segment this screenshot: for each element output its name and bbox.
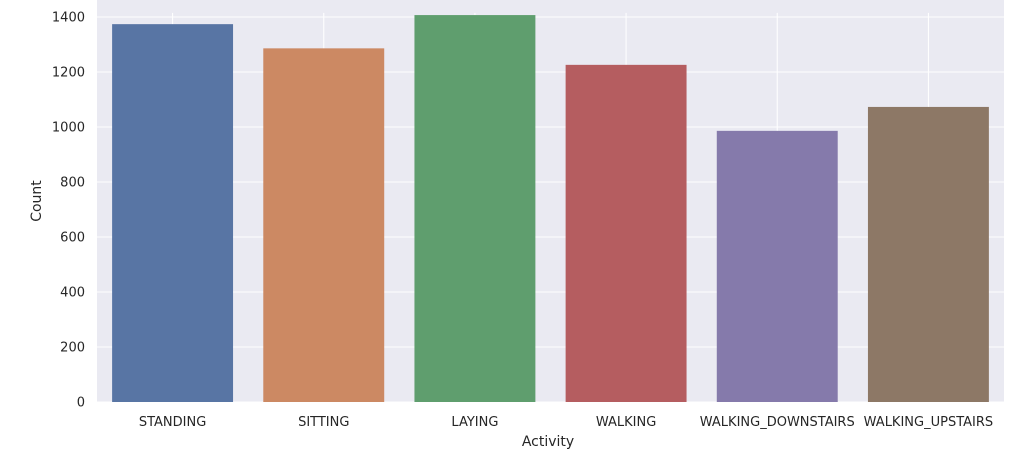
- bar-walking: [565, 64, 687, 402]
- x-tick-label: WALKING_DOWNSTAIRS: [700, 415, 855, 430]
- x-tick-label: WALKING: [596, 415, 656, 430]
- y-axis-label: Count: [29, 180, 45, 222]
- y-tick-label: 1200: [52, 66, 85, 81]
- bars: [112, 15, 989, 403]
- plot-background: [97, 0, 1004, 402]
- x-tick-label: SITTING: [298, 415, 349, 430]
- y-tick-label: 400: [60, 286, 85, 301]
- y-tick-label: 800: [60, 176, 85, 191]
- x-tick-labels: STANDING SITTING LAYING WALKING WALKING_DOWN…: [139, 415, 993, 430]
- y-tick-label: 600: [60, 231, 85, 246]
- y-tick-label: 200: [60, 341, 85, 356]
- x-tick-label: WALKING_UPSTAIRS: [864, 415, 994, 430]
- bar-laying: [414, 15, 536, 402]
- bar-walking-downstairs: [716, 130, 838, 402]
- bar-sitting: [263, 48, 385, 402]
- y-tick-label: 1000: [52, 121, 85, 136]
- y-tick-label: 1400: [52, 11, 85, 26]
- bar-standing: [112, 24, 234, 403]
- x-axis-label: Activity: [522, 434, 574, 450]
- y-tick-label: 0: [77, 396, 85, 411]
- x-tick-label: LAYING: [451, 415, 498, 430]
- x-tick-label: STANDING: [139, 415, 206, 430]
- y-tick-labels: 0 200 400 600 800 1000 1200 1400: [52, 11, 85, 411]
- bar-walking-upstairs: [867, 106, 989, 403]
